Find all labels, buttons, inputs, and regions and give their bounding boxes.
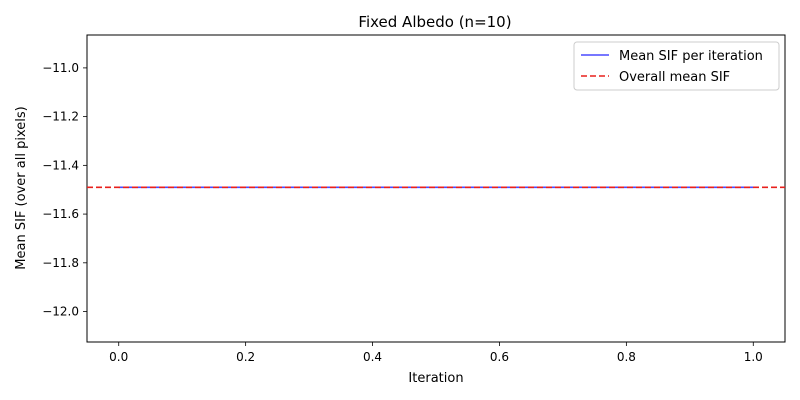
y-axis-label: Mean SIF (over all pixels) — [14, 106, 29, 269]
x-axis: 0.0 0.2 0.4 0.6 0.8 1.0 — [109, 342, 763, 364]
y-tick-label: −12.0 — [42, 305, 79, 319]
plot-frame — [86, 34, 786, 343]
chart-title: Fixed Albedo (n=10) — [358, 13, 511, 31]
x-tick-label: 1.0 — [744, 350, 763, 364]
x-tick-label: 0.8 — [617, 350, 636, 364]
x-tick-label: 0.4 — [363, 350, 382, 364]
y-axis: −11.0 −11.2 −11.4 −11.6 −11.8 −12.0 — [42, 61, 87, 319]
x-tick-label: 0.6 — [490, 350, 509, 364]
legend-label-series-0: Mean SIF per iteration — [619, 49, 763, 64]
x-tick-label: 0.2 — [236, 350, 255, 364]
y-tick-label: −11.6 — [42, 207, 79, 221]
legend-label-series-1: Overall mean SIF — [619, 70, 730, 85]
legend-box — [573, 41, 780, 91]
plot-area — [86, 34, 786, 343]
y-tick-label: −11.2 — [42, 110, 79, 124]
x-tick-label: 0.0 — [109, 350, 128, 364]
legend: Mean SIF per iteration Overall mean SIF — [573, 41, 780, 91]
y-tick-label: −11.4 — [42, 158, 79, 172]
y-tick-label: −11.0 — [42, 61, 79, 75]
y-tick-label: −11.8 — [42, 256, 79, 270]
x-axis-label: Iteration — [408, 371, 463, 386]
